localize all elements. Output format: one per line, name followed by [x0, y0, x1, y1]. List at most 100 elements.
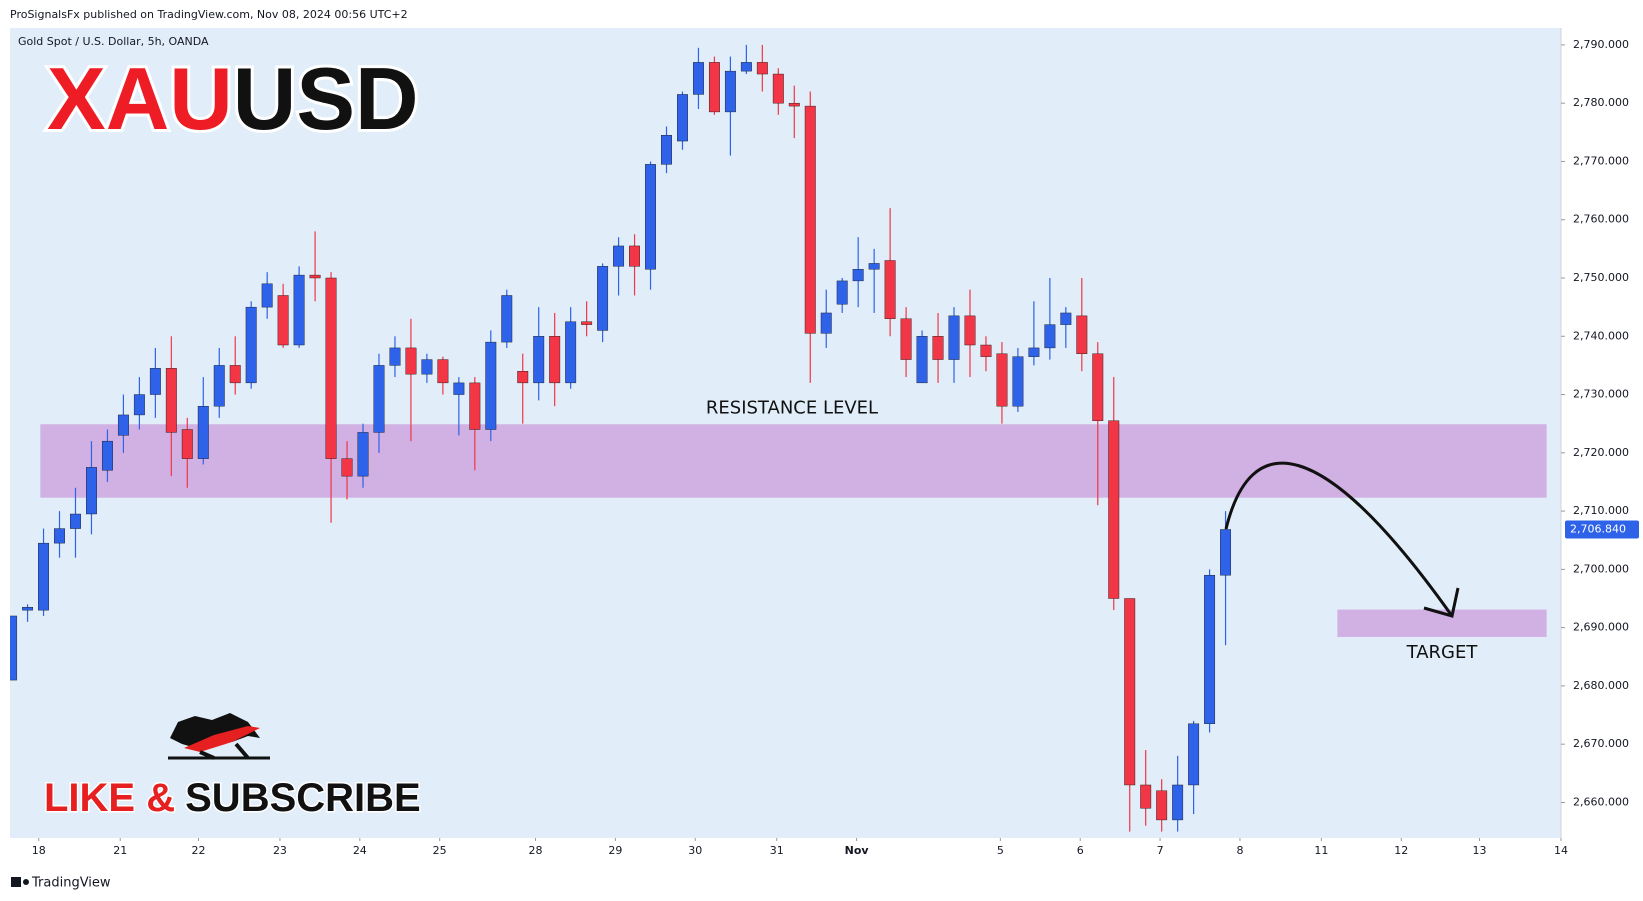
candle-body: [661, 135, 672, 165]
candle-body: [22, 607, 34, 611]
candle-body: [341, 458, 353, 477]
candle-body: [437, 359, 449, 384]
header: ProSignalsFx published on TradingView.co…: [10, 8, 408, 21]
candle-body: [213, 365, 225, 407]
brand-title: XAUUSD: [47, 49, 419, 148]
candle-body: [405, 347, 417, 375]
x-tick-label: 31: [770, 844, 784, 857]
candle-body: [932, 336, 944, 360]
candle-body: [756, 62, 768, 75]
y-tick-label: 2,720.000: [1573, 446, 1629, 459]
candle-body: [868, 263, 880, 270]
candle-body: [1060, 312, 1072, 325]
footer: TradingView: [31, 876, 111, 891]
candle-body: [165, 368, 177, 433]
candle-body: [373, 365, 385, 433]
y-tick-label: 2,750.000: [1573, 271, 1629, 284]
x-tick-label: 23: [273, 844, 287, 857]
candle-body: [1108, 420, 1120, 599]
candle-body: [10, 615, 18, 681]
x-tick-label: 22: [191, 844, 205, 857]
forecast-arrowhead: [1423, 587, 1460, 618]
x-tick-label: 12: [1394, 844, 1408, 857]
candle-body: [1172, 784, 1184, 821]
candle-body: [1156, 790, 1168, 821]
candle-body: [804, 105, 816, 334]
x-tick-label: 25: [433, 844, 447, 857]
x-tick-label: 5: [997, 844, 1004, 857]
candle-body: [948, 315, 960, 360]
candle-body: [677, 94, 688, 142]
candle-body: [101, 440, 113, 471]
candle-body: [86, 467, 97, 515]
y-tick-label: 2,730.000: [1573, 388, 1629, 401]
candle-body: [836, 280, 848, 305]
cta-subscribe: SUBSCRIBE: [185, 776, 421, 820]
candle-body: [261, 283, 273, 308]
zone-label: RESISTANCE LEVEL: [706, 397, 878, 418]
candle-body: [277, 295, 289, 346]
candle-body: [549, 336, 561, 384]
candle-body: [197, 405, 209, 459]
candle-body: [453, 382, 465, 395]
candle-body: [229, 365, 241, 384]
candle-body: [708, 62, 720, 113]
candle-body: [309, 274, 321, 279]
candle-body: [389, 347, 401, 366]
candle-body: [788, 102, 800, 107]
candle-body: [597, 266, 609, 331]
candle-body: [117, 414, 129, 436]
brand-title-xau: XAU: [47, 49, 233, 148]
candle-body: [421, 359, 433, 375]
candle-body: [70, 513, 81, 529]
x-tick-label: Nov: [845, 844, 870, 857]
candle-body: [245, 306, 257, 384]
price-zone: [40, 424, 1547, 498]
x-tick-label: 18: [32, 844, 46, 857]
candle-body: [149, 368, 161, 395]
candle-body: [772, 73, 784, 104]
x-tick-label: 21: [113, 844, 127, 857]
candle-body: [964, 315, 976, 346]
y-tick-label: 2,710.000: [1573, 504, 1629, 517]
candle-body: [501, 295, 513, 343]
footer-logo: [11, 877, 29, 887]
call-to-action: LIKE & SUBSCRIBE: [44, 776, 421, 820]
candle-body: [1188, 723, 1200, 786]
candle-body: [900, 318, 912, 360]
candle-body: [485, 341, 497, 430]
candle-body: [645, 164, 656, 270]
candle-body: [613, 245, 625, 267]
x-tick-label: 29: [608, 844, 622, 857]
x-tick-label: 28: [529, 844, 543, 857]
candle-body: [581, 321, 593, 325]
candle-body: [565, 321, 577, 384]
x-tick-label: 11: [1314, 844, 1328, 857]
candle-body: [469, 382, 481, 430]
chart-subtitle: Gold Spot / U.S. Dollar, 5h, OANDA: [18, 35, 209, 48]
candle-body: [852, 269, 864, 282]
candle-body: [293, 274, 305, 346]
y-tick-label: 2,700.000: [1573, 562, 1629, 575]
y-tick-label: 2,790.000: [1573, 38, 1629, 51]
candle-body: [38, 542, 49, 611]
cta-like: LIKE &: [44, 776, 175, 820]
brand-title-usd: USD: [233, 49, 419, 148]
last-price-tag: [1565, 520, 1639, 539]
y-tick-label: 2,660.000: [1573, 795, 1629, 808]
candle-body: [1012, 356, 1024, 407]
candle-body: [996, 353, 1008, 407]
x-tick-label: 13: [1473, 844, 1487, 857]
y-tick-label: 2,770.000: [1573, 154, 1629, 167]
candle-body: [181, 429, 193, 459]
y-tick-label: 2,690.000: [1573, 621, 1629, 634]
candle-body: [1044, 324, 1056, 349]
candle-body: [916, 336, 928, 384]
candle-body: [740, 62, 752, 72]
bull-bear-logo: [168, 713, 270, 760]
candle-body: [517, 371, 529, 384]
candle-body: [1124, 598, 1136, 786]
x-tick-label: 14: [1554, 844, 1568, 857]
candle-body: [1140, 784, 1152, 809]
